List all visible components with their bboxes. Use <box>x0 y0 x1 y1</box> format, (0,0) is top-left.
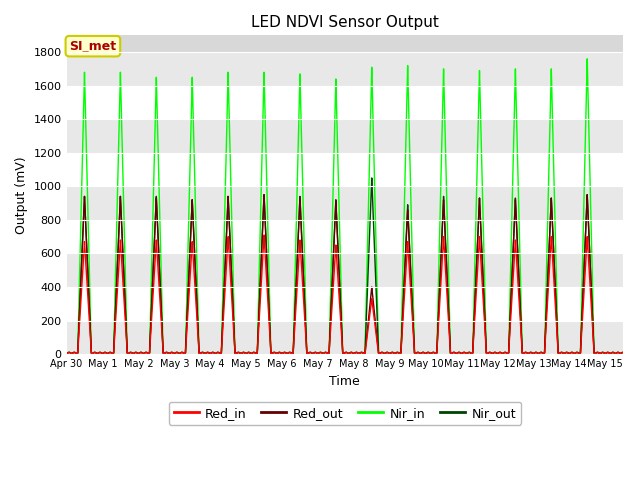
Bar <box>67 85 623 119</box>
Bar <box>67 287 623 321</box>
X-axis label: Time: Time <box>330 374 360 387</box>
Bar <box>67 119 623 153</box>
Bar <box>67 186 623 220</box>
Bar <box>67 220 623 253</box>
Bar <box>67 153 623 186</box>
Text: SI_met: SI_met <box>69 40 116 53</box>
Title: LED NDVI Sensor Output: LED NDVI Sensor Output <box>251 15 439 30</box>
Bar <box>67 253 623 287</box>
Bar <box>67 321 623 354</box>
Y-axis label: Output (mV): Output (mV) <box>15 156 28 234</box>
Bar <box>67 52 623 85</box>
Legend: Red_in, Red_out, Nir_in, Nir_out: Red_in, Red_out, Nir_in, Nir_out <box>168 402 521 425</box>
